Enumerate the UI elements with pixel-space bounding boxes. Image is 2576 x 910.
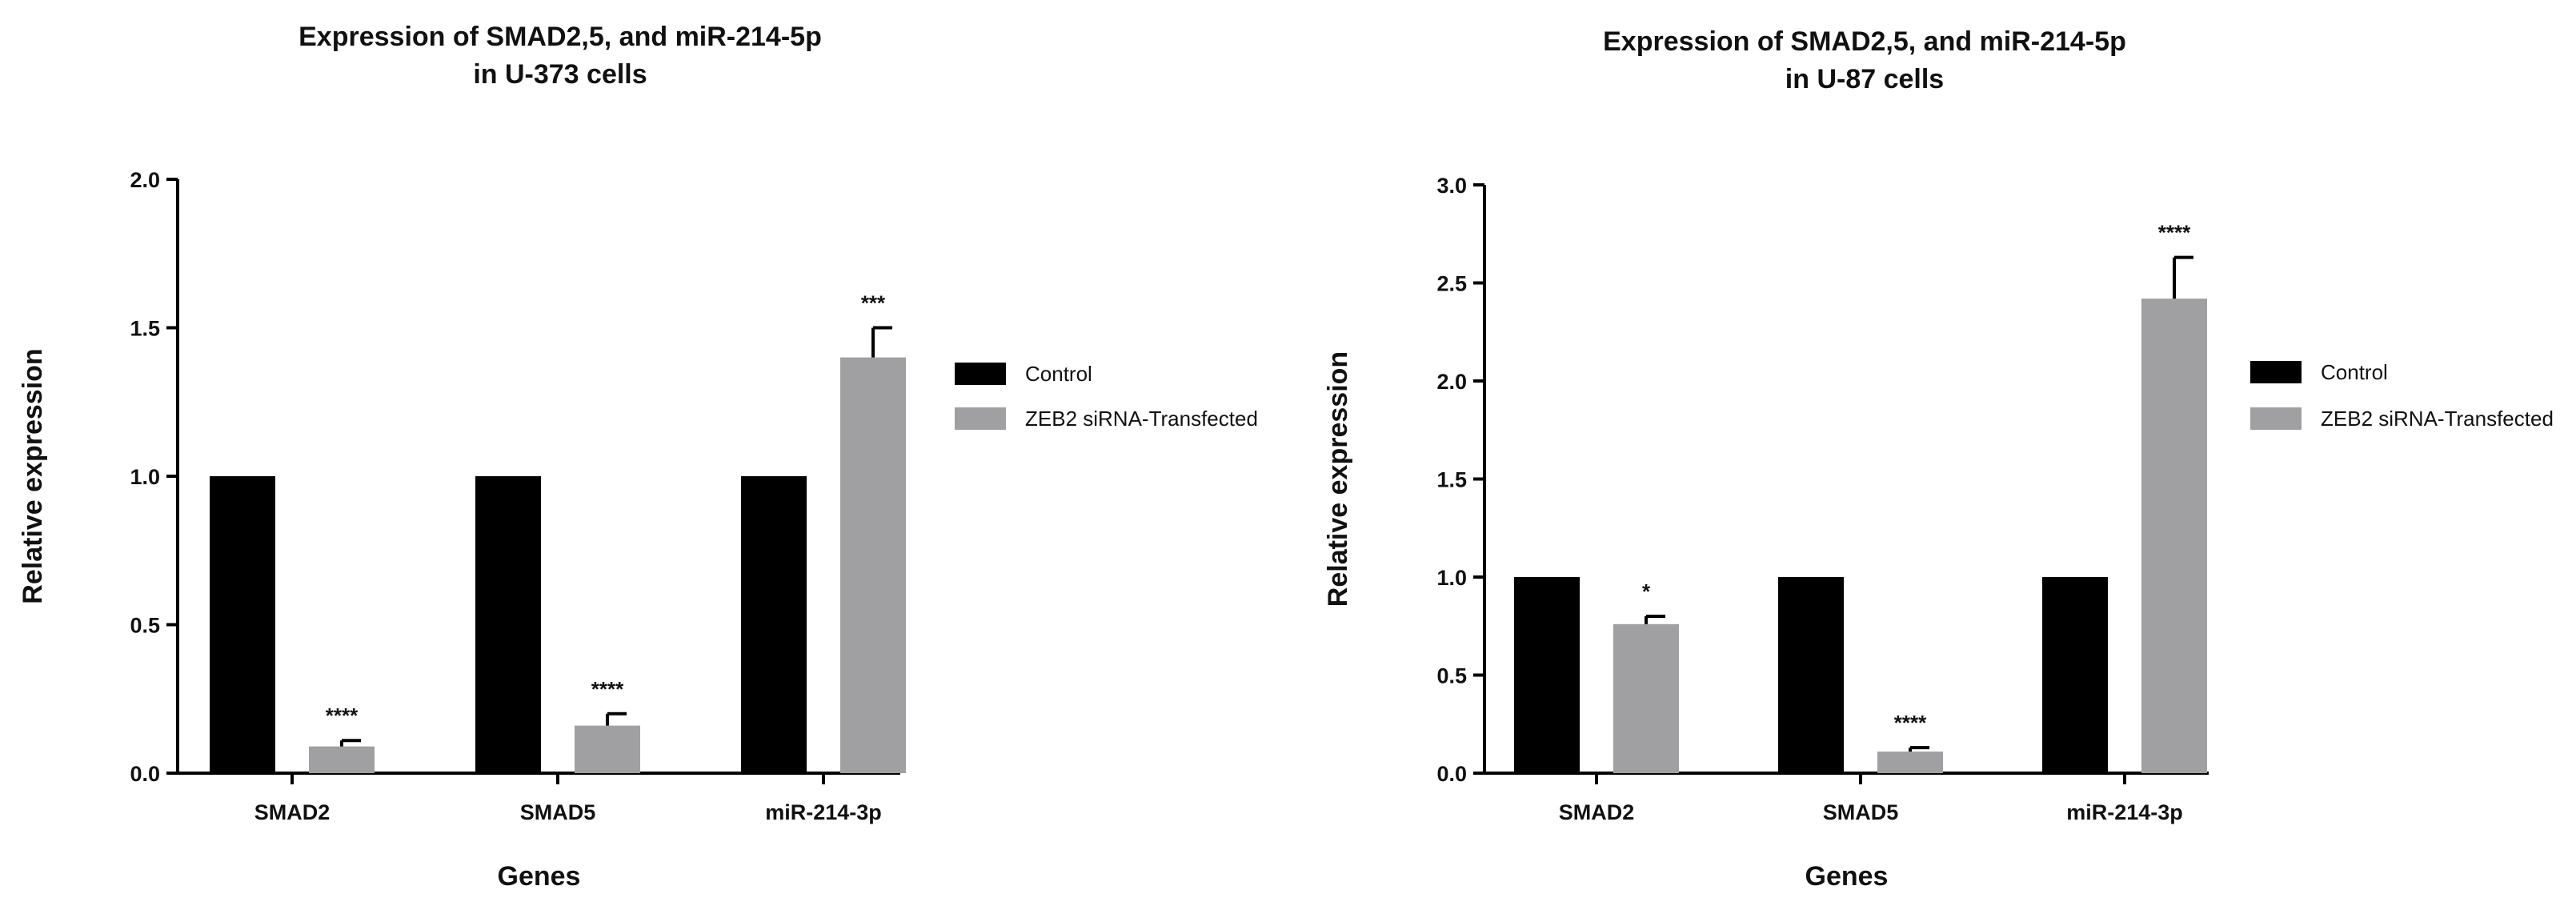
y-tick-label: 1.0 [1436, 566, 1467, 590]
x-axis-label: Genes [1805, 861, 1889, 892]
legend-swatch [2250, 407, 2302, 430]
bar-control [741, 476, 807, 773]
chart-title-line: in U-373 cells [473, 59, 647, 90]
significance-label: *** [861, 291, 886, 315]
y-tick-label: 0.5 [1436, 664, 1467, 688]
bar-control [210, 476, 275, 773]
bar-zeb2-sirna [2141, 299, 2207, 774]
chart-title-line: in U-87 cells [1785, 64, 1944, 94]
legend-label: Control [1025, 362, 1092, 386]
bar-control [2042, 577, 2108, 773]
chart-title-line: Expression of SMAD2,5, and miR-214-5p [1603, 26, 2126, 57]
y-tick-label: 1.0 [130, 465, 160, 489]
y-axis-label: Relative expression [1323, 351, 1353, 607]
y-tick-label: 2.0 [130, 168, 160, 192]
chart-panel-u87: Expression of SMAD2,5, and miR-214-5p in … [1323, 26, 2554, 892]
bar-zeb2-sirna [840, 357, 906, 774]
bar-zeb2-sirna [1877, 752, 1943, 773]
bar-zeb2-sirna [575, 725, 640, 773]
bar-control [1514, 577, 1580, 773]
y-tick-label: 0.0 [1436, 762, 1467, 786]
y-tick-label: 0.0 [130, 762, 160, 786]
significance-label: * [1642, 579, 1651, 603]
x-axis-label: Genes [498, 861, 581, 892]
chart-title-line: Expression of SMAD2,5, and miR-214-5p [298, 22, 822, 52]
significance-label: **** [1894, 711, 1927, 735]
chart-panel-u373: Expression of SMAD2,5, and miR-214-5p in … [18, 22, 1258, 892]
y-tick-label: 2.5 [1436, 272, 1467, 296]
x-tick-label: SMAD5 [520, 800, 596, 824]
legend-swatch [955, 407, 1006, 430]
bar-zeb2-sirna [309, 746, 375, 773]
y-axis-label: Relative expression [18, 348, 48, 603]
x-tick-label: SMAD5 [1823, 800, 1899, 824]
x-tick-label: miR-214-3p [2066, 800, 2183, 824]
y-tick-label: 2.0 [1436, 370, 1467, 394]
x-tick-label: SMAD2 [1559, 800, 1635, 824]
legend-label: ZEB2 siRNA-Transfected [2321, 407, 2554, 431]
y-tick-label: 0.5 [130, 614, 160, 638]
legend-swatch [2250, 361, 2302, 383]
bar-control [475, 476, 541, 773]
y-tick-label: 3.0 [1436, 174, 1467, 198]
y-tick-label: 1.5 [1436, 468, 1467, 492]
legend-label: ZEB2 siRNA-Transfected [1025, 407, 1258, 431]
x-tick-label: SMAD2 [254, 800, 331, 824]
significance-label: **** [591, 677, 624, 701]
legend-label: Control [2321, 360, 2388, 384]
y-tick-label: 1.5 [130, 317, 160, 341]
bar-zeb2-sirna [1613, 623, 1679, 773]
significance-label: **** [2158, 221, 2191, 245]
x-tick-label: miR-214-3p [765, 800, 882, 824]
bar-control [1778, 577, 1844, 773]
legend-swatch [955, 363, 1006, 385]
significance-label: **** [326, 704, 359, 728]
